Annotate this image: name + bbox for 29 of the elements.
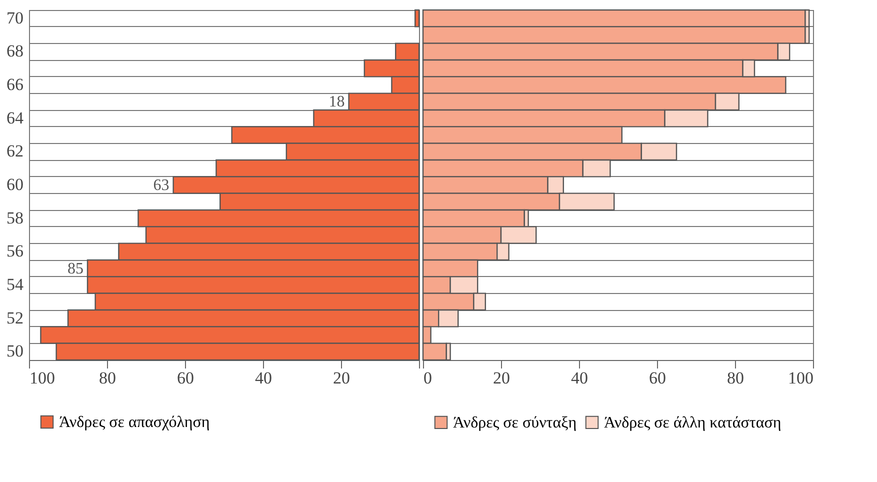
y-tick-label: 62: [6, 142, 24, 161]
y-tick-label: 56: [6, 242, 24, 261]
y-tick-label: 70: [6, 8, 24, 28]
x-tick-label: 40: [255, 368, 272, 388]
x-tick-label: 100: [788, 368, 814, 388]
data-label: 63: [153, 177, 170, 194]
x-tick-label: 80: [727, 368, 744, 388]
legend-label: Άνδρες σε απασχόληση: [59, 414, 210, 431]
x-tick-label: 0: [424, 368, 432, 388]
legend-label: Άνδρες σε σύνταξη: [453, 414, 577, 432]
x-tick-label: 60: [177, 368, 194, 388]
y-tick-label: 50: [6, 342, 24, 361]
y-tick-label: 68: [6, 42, 24, 61]
y-tick-label: 54: [6, 275, 24, 294]
data-label: 18: [328, 94, 345, 111]
x-tick-label: 60: [649, 368, 666, 388]
y-tick-label: 58: [6, 208, 24, 228]
x-tick-label: 100: [30, 368, 55, 388]
y-tick-label: 64: [6, 108, 24, 128]
y-tick-label: 52: [6, 308, 24, 328]
x-tick-label: 20: [493, 368, 510, 388]
data-label: 85: [68, 260, 84, 278]
x-tick-label: 40: [571, 368, 588, 388]
x-tick-label: 20: [333, 368, 350, 388]
legend-label: Άνδρες σε άλλη κατάσταση: [604, 414, 782, 432]
x-tick-label: 80: [99, 368, 116, 388]
y-tick-label: 60: [6, 175, 24, 194]
bar: [414, 9, 420, 28]
y-tick-label: 66: [6, 75, 24, 94]
